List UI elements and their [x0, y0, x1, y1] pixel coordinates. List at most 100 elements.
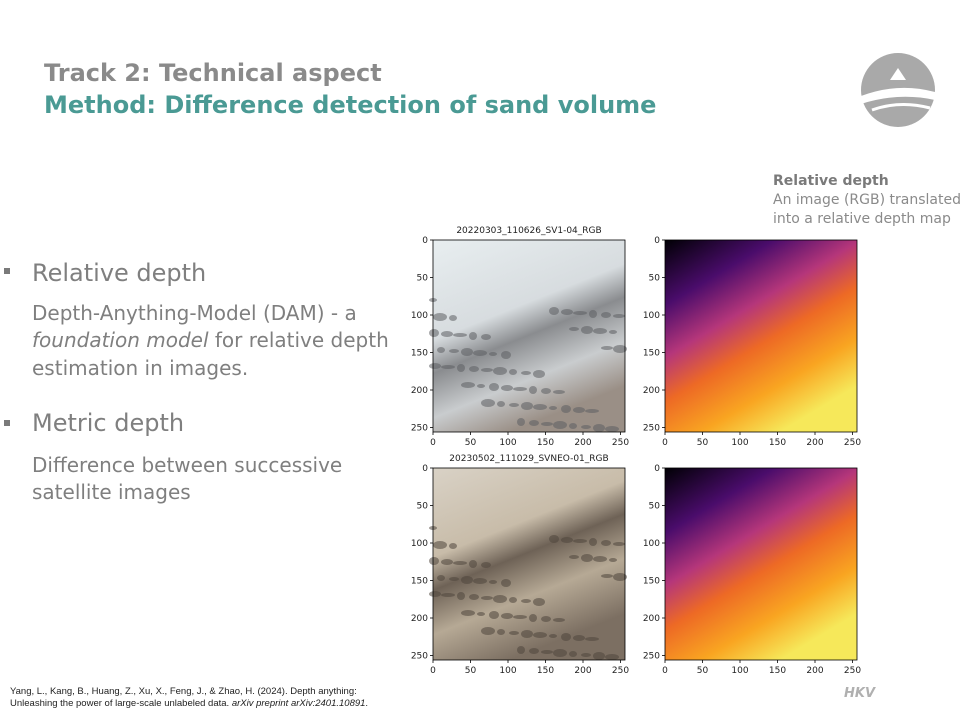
- x-tick-label: 100: [499, 438, 516, 448]
- texture: [593, 424, 605, 432]
- x-tick-label: 0: [662, 666, 668, 676]
- texture: [561, 633, 571, 641]
- bullet-text: foundation model for relative depth: [32, 328, 389, 352]
- y-tick-label: 150: [411, 349, 428, 359]
- logo: [861, 53, 935, 127]
- texture: [549, 634, 557, 638]
- x-tick-label: 50: [465, 438, 477, 448]
- texture: [569, 423, 577, 429]
- callout-title: Relative depth: [773, 173, 889, 189]
- texture: [613, 314, 625, 318]
- y-tick-label: 50: [649, 274, 661, 284]
- texture: [561, 309, 573, 315]
- texture: [469, 594, 479, 600]
- bullet-text: satellite images: [32, 480, 191, 504]
- texture: [501, 579, 511, 587]
- texture: [613, 573, 627, 581]
- y-tick-label: 100: [411, 311, 428, 321]
- texture: [529, 648, 539, 654]
- texture: [481, 334, 491, 340]
- texture: [553, 618, 565, 622]
- texture: [613, 345, 627, 353]
- texture: [533, 632, 547, 638]
- y-tick-label: 0: [654, 464, 660, 474]
- texture: [453, 333, 467, 337]
- texture: [569, 327, 579, 331]
- texture: [589, 310, 597, 318]
- axes-frame: [432, 239, 626, 433]
- x-tick-label: 200: [806, 666, 823, 676]
- texture: [449, 543, 457, 549]
- texture: [541, 422, 553, 426]
- texture: [469, 366, 479, 372]
- texture: [441, 593, 455, 597]
- texture: [541, 616, 551, 622]
- texture: [529, 386, 537, 394]
- callout-text: An image (RGB) translated: [773, 192, 960, 208]
- texture: [441, 365, 455, 369]
- texture: [581, 653, 591, 657]
- texture: [449, 349, 459, 353]
- y-tick-label: 250: [411, 424, 428, 434]
- texture: [497, 401, 505, 407]
- x-tick-label: 0: [662, 438, 668, 448]
- texture: [609, 330, 617, 334]
- texture: [601, 540, 611, 546]
- texture: [513, 615, 527, 619]
- x-tick-label: 50: [697, 438, 709, 448]
- y-tick-label: 200: [643, 614, 660, 624]
- y-tick-label: 250: [411, 652, 428, 662]
- bullet-marker: [4, 268, 10, 274]
- y-tick-label: 200: [411, 386, 428, 396]
- x-tick-label: 0: [430, 666, 436, 676]
- depth-map: [665, 240, 857, 432]
- depth-map: [665, 468, 857, 660]
- x-tick-label: 250: [844, 666, 861, 676]
- texture: [613, 542, 625, 546]
- x-tick-label: 100: [731, 438, 748, 448]
- texture: [489, 352, 497, 356]
- texture: [501, 385, 513, 391]
- texture: [553, 390, 565, 394]
- texture: [437, 347, 445, 353]
- texture: [469, 332, 477, 340]
- texture: [449, 315, 457, 321]
- texture: [481, 368, 493, 372]
- texture: [561, 405, 571, 413]
- texture: [585, 409, 599, 413]
- bullet-text: Depth-Anything-Model (DAM) - a: [32, 301, 357, 325]
- y-tick-label: 150: [643, 577, 660, 587]
- figure-title: 20220303_110626_SV1-04_RGB: [456, 226, 601, 236]
- axes-frame: [432, 467, 626, 661]
- figure-grid: 20220303_110626_SV1-04_RGB 0 0 50 50 100 100 15…: [411, 226, 862, 676]
- y-tick-label: 150: [643, 349, 660, 359]
- texture: [433, 313, 447, 321]
- x-tick-label: 250: [612, 438, 629, 448]
- texture: [493, 595, 507, 603]
- texture: [501, 351, 511, 359]
- y-tick-label: 200: [411, 614, 428, 624]
- texture: [593, 328, 607, 334]
- texture: [481, 627, 495, 635]
- texture: [521, 402, 533, 410]
- texture: [493, 367, 507, 375]
- texture: [429, 591, 441, 597]
- y-tick-label: 250: [643, 424, 660, 434]
- texture: [477, 612, 485, 616]
- y-tick-label: 0: [654, 236, 660, 246]
- texture: [601, 312, 611, 318]
- x-tick-label: 100: [731, 666, 748, 676]
- texture: [509, 597, 517, 603]
- texture: [553, 649, 567, 657]
- texture: [509, 369, 517, 375]
- texture: [605, 654, 619, 660]
- texture: [433, 541, 447, 549]
- texture: [429, 363, 441, 369]
- y-tick-label: 150: [411, 577, 428, 587]
- texture: [573, 311, 587, 315]
- axes-frame: [664, 467, 858, 661]
- footnote: Unleashing the power of large-scale unla…: [10, 698, 368, 709]
- texture: [501, 613, 513, 619]
- texture: [461, 382, 475, 388]
- texture: [573, 635, 585, 641]
